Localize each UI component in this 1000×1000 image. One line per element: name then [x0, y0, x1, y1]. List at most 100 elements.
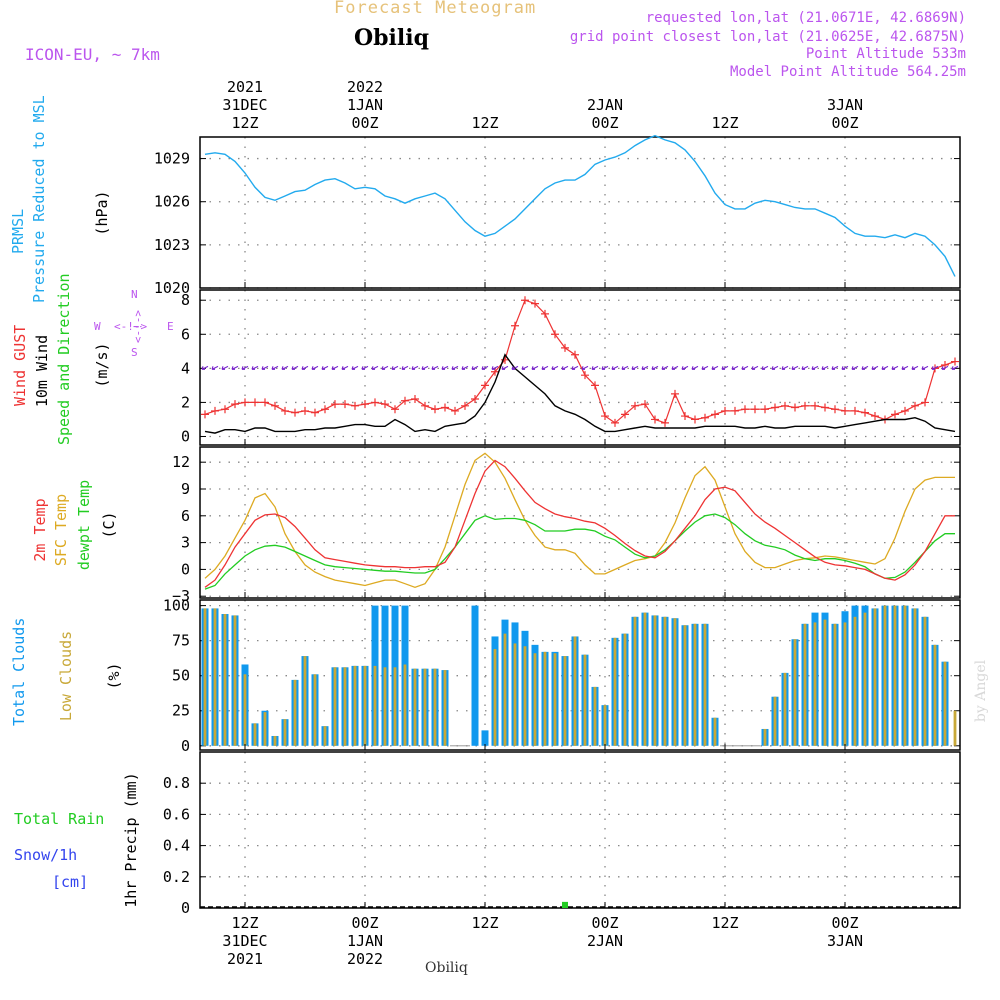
wind-gust-point — [831, 405, 839, 414]
wind-gust-point — [281, 406, 289, 415]
temp-unit-label: (C) — [100, 511, 118, 539]
wind-gust-point — [621, 410, 629, 419]
wind-gust-point — [801, 401, 809, 410]
wind-direction-arrow — [211, 365, 219, 370]
wind-direction-arrow — [801, 365, 809, 370]
wind-gust-point — [581, 371, 589, 380]
low-cloud-bar — [923, 616, 927, 746]
wind-direction-arrow — [361, 365, 369, 370]
wind-direction-arrow — [741, 365, 749, 370]
wind-gust-point — [751, 405, 759, 414]
grid-point-coordinates: grid point closest lon,lat (21.0625E, 42… — [569, 29, 966, 45]
low-cloud-bar — [223, 614, 227, 746]
wind-gust-point — [471, 395, 479, 404]
low-cloud-bar — [823, 619, 827, 746]
precipitation-panel-frame — [199, 751, 961, 909]
low-cloud-bar — [833, 623, 837, 746]
low-cloud-bar — [883, 605, 887, 746]
low-cloud-bar — [493, 649, 497, 746]
wind-gust-point — [221, 405, 229, 414]
wind-gust-series-line — [204, 299, 956, 424]
top-time-label: 00Z — [831, 114, 858, 132]
wind-gust-point — [451, 406, 459, 415]
wind-gust-point — [291, 408, 299, 417]
top-time-label: 3JAN — [827, 96, 863, 114]
wind-direction-arrow — [351, 365, 359, 370]
low-cloud-bar — [863, 612, 867, 746]
wind-gust-point — [791, 403, 799, 412]
wind-direction-arrow — [201, 365, 209, 370]
low-cloud-bar — [393, 667, 397, 746]
low-clouds-label: Low Clouds — [57, 630, 75, 722]
wind-direction-arrow — [291, 365, 299, 370]
pressure-ytick-label: 1029 — [154, 150, 190, 168]
bottom-time-label: 12Z — [471, 914, 498, 932]
wind-gust-point — [441, 403, 449, 412]
wind-panel-frame — [199, 289, 961, 446]
top-time-label: 12Z — [471, 114, 498, 132]
wind-gust-point — [611, 418, 619, 427]
clouds-panel-frame — [199, 599, 961, 751]
low-cloud-bar — [243, 674, 247, 746]
wind-gust-point — [861, 408, 869, 417]
wind-direction-arrow — [231, 365, 239, 370]
low-cloud-bar — [543, 651, 547, 746]
wind-direction-arrow — [921, 365, 929, 370]
low-cloud-bar — [333, 667, 337, 746]
requested-coordinates: requested lon,lat (21.0671E, 42.6869N) — [645, 10, 966, 26]
low-cloud-bar — [893, 605, 897, 746]
total-clouds-label: Total Clouds — [10, 617, 28, 726]
clouds-ytick-label: 0 — [181, 737, 190, 755]
low-cloud-bar — [263, 712, 267, 746]
wind-gust-point — [251, 398, 259, 407]
wind-direction-arrow — [401, 365, 409, 370]
top-time-label: 1JAN — [347, 96, 383, 114]
wind-gust-point — [651, 415, 659, 424]
wind-direction-arrow — [331, 365, 339, 370]
wind-direction-arrow — [501, 365, 509, 370]
wind-direction-arrow — [541, 365, 549, 370]
top-time-label: 31DEC — [222, 96, 267, 114]
top-time-label: 2022 — [347, 78, 383, 96]
wind-gust-point — [851, 406, 859, 415]
wind-gust-point — [561, 343, 569, 352]
wind-gust-point — [321, 405, 329, 414]
wind-gust-point — [711, 410, 719, 419]
total-cloud-bar — [471, 605, 479, 746]
wind-direction-arrow — [511, 365, 519, 370]
wind-direction-arrow — [461, 365, 469, 370]
wind-gust-point — [911, 401, 919, 410]
low-cloud-bar — [533, 653, 537, 746]
wind-direction-arrow — [951, 365, 959, 370]
wind-gust-point — [551, 330, 559, 339]
wind-direction-arrow — [591, 365, 599, 370]
wind-gust-point — [681, 412, 689, 421]
wind-direction-arrow — [931, 365, 939, 370]
wind-gust-point — [731, 406, 739, 415]
wind-direction-arrow — [531, 365, 539, 370]
low-cloud-bar — [273, 735, 277, 746]
wind-gust-point — [631, 401, 639, 410]
wind-gust-point — [271, 401, 279, 410]
low-cloud-bar — [873, 608, 877, 746]
wind-gust-point — [421, 401, 429, 410]
pressure-ytick-label: 1026 — [154, 193, 190, 211]
temperature-ytick-label: 6 — [181, 507, 190, 525]
bottom-time-label: 12Z — [231, 914, 258, 932]
pressure-ytick-label: 1023 — [154, 236, 190, 254]
low-cloud-bar — [783, 672, 787, 746]
wind-direction-arrow — [301, 365, 309, 370]
temp-2m-series-line — [204, 459, 955, 588]
dewpoint-temp-series-line — [204, 513, 955, 590]
wind-direction-arrow — [481, 365, 489, 370]
wind-gust-point — [371, 398, 379, 407]
wind-direction-arrow — [841, 365, 849, 370]
precipitation-ytick-label: 0.2 — [163, 868, 190, 886]
wind-gust-point — [231, 400, 239, 409]
low-cloud-bar — [403, 664, 407, 746]
wind-gust-point — [411, 395, 419, 404]
wind-direction-arrow — [341, 365, 349, 370]
wind-direction-arrow — [521, 365, 529, 370]
low-cloud-bar — [503, 633, 507, 746]
